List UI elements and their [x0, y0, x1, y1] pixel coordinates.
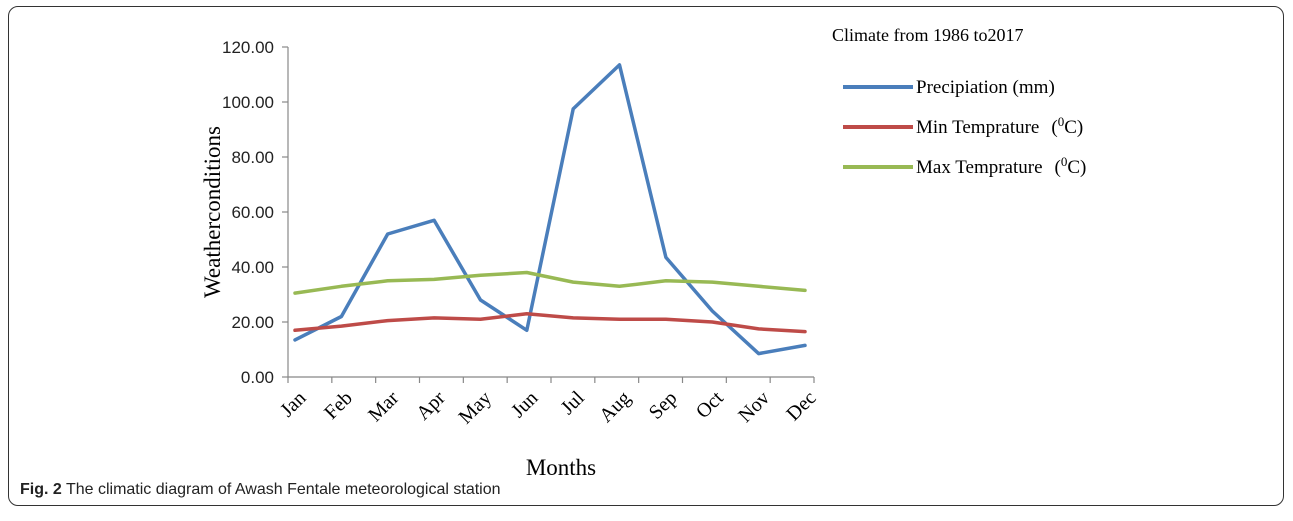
y-tick-label: 40.00 — [231, 258, 274, 277]
legend-label-1: Min Temprature (0C) — [916, 114, 1083, 138]
x-tick-label: Jul — [557, 387, 589, 419]
series-line-0 — [293, 63, 807, 356]
x-tick-label: Mar — [364, 387, 403, 426]
x-tick-label: Aug — [595, 387, 635, 427]
x-ticks: Jan Feb Mar Apr May Jun Jul Aug Sep Oct Nov Dec — [276, 377, 821, 428]
x-tick-label: Feb — [320, 387, 357, 424]
y-tick-label: 0.00 — [241, 368, 274, 387]
figure-frame — [8, 6, 1284, 506]
legend: Precipiation (mm) Min Temprature (0C) Max T… — [843, 77, 1086, 178]
y-tick-label: 20.00 — [231, 313, 274, 332]
x-tick-label: Nov — [734, 387, 774, 427]
x-axis-title: Months — [526, 455, 596, 480]
x-tick-label: Sep — [645, 387, 682, 424]
x-tick-label: May — [455, 387, 496, 428]
series-line-2 — [293, 270, 807, 295]
x-tick-label: Dec — [782, 387, 820, 425]
figure-caption-text: The climatic diagram of Awash Fentale me… — [65, 481, 501, 498]
y-tick-label: 100.00 — [222, 93, 274, 112]
y-tick-label: 80.00 — [231, 148, 274, 167]
series-lines — [293, 63, 807, 356]
y-tick-label: 60.00 — [231, 203, 274, 222]
chart-title: Climate from 1986 to2017 — [832, 25, 1023, 45]
x-tick-label: Oct — [692, 387, 728, 423]
y-ticks: 0.00 20.00 40.00 60.00 80.00 100.00 120.00 — [222, 38, 288, 387]
y-axis-title: Weatherconditions — [200, 126, 225, 298]
figure-caption: Fig. 2 The climatic diagram of Awash Fen… — [20, 481, 501, 499]
legend-label-0: Precipiation (mm) — [916, 77, 1055, 98]
y-tick-label: 120.00 — [222, 38, 274, 57]
x-tick-label: Apr — [412, 387, 450, 425]
legend-label-2: Max Temprature (0C) — [916, 154, 1086, 178]
x-tick-label: Jun — [507, 387, 542, 422]
figure-label: Fig. 2 — [20, 481, 62, 498]
x-tick-label: Jan — [276, 387, 310, 421]
series-line-1 — [293, 312, 807, 334]
